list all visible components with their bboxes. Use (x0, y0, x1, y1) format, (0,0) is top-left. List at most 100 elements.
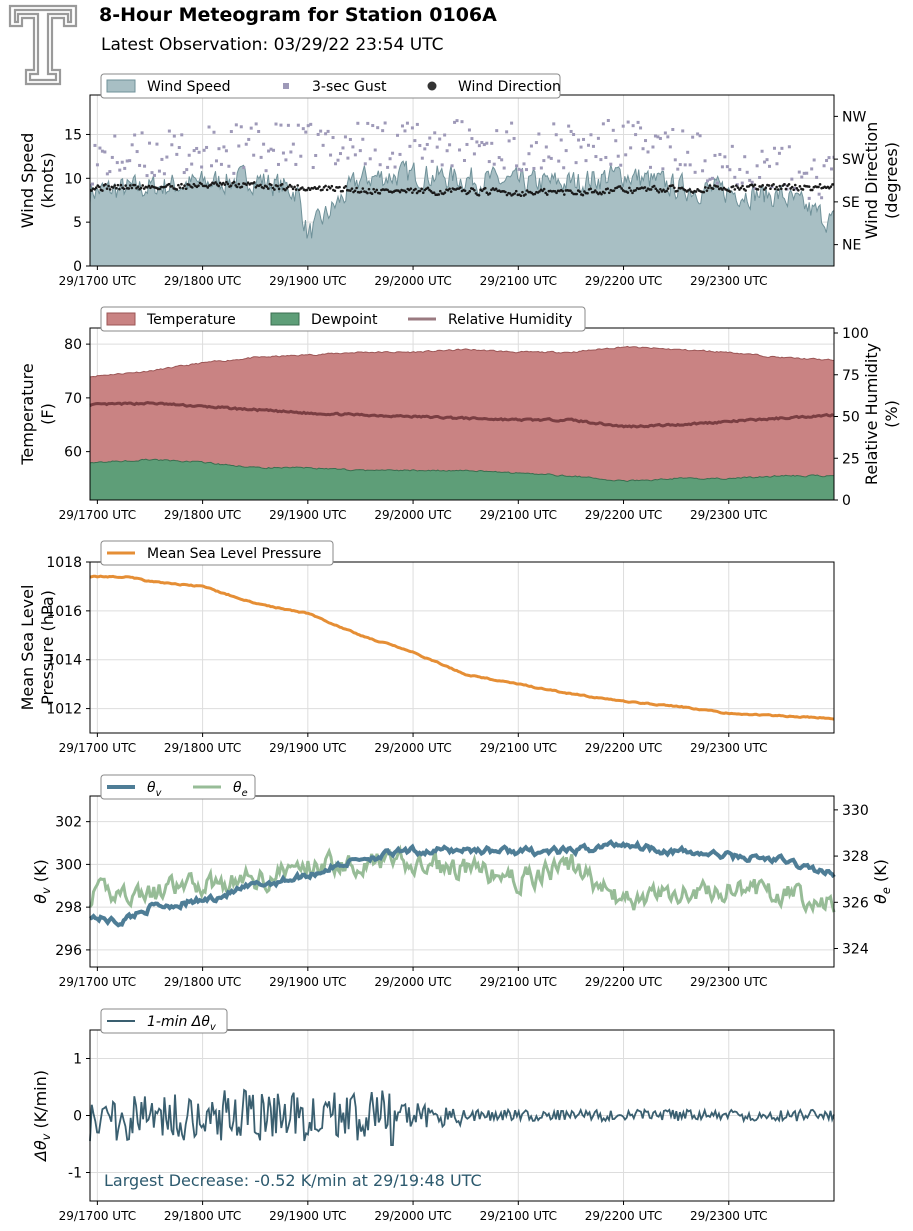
gust-point (477, 144, 481, 148)
legend-swatch (106, 312, 136, 326)
gust-point (433, 131, 437, 135)
wind-direction-point (773, 187, 777, 191)
gust-point (522, 162, 526, 166)
wind-direction-point (325, 188, 329, 192)
gust-point (393, 165, 397, 169)
gust-point (817, 192, 821, 196)
gust-point (326, 129, 330, 133)
y-tick-label: 1012 (46, 702, 82, 718)
gust-point (93, 143, 97, 147)
wind-direction-point (192, 182, 196, 186)
gust-point (430, 159, 434, 163)
gust-point (200, 165, 204, 169)
gust-point (740, 181, 744, 185)
wind-direction-point (555, 191, 558, 195)
wind-direction-point (525, 189, 529, 192)
gust-point (450, 164, 454, 168)
gust-point (338, 152, 342, 156)
gust-point (512, 136, 516, 140)
gust-point (800, 175, 804, 179)
gust-point (688, 163, 692, 167)
y2-tick-label: 100 (842, 326, 869, 342)
gust-point (621, 124, 625, 128)
gust-point (343, 135, 347, 139)
x-tick-label: 29/1800 UTC (164, 975, 241, 989)
y-tick-label: 1 (73, 1052, 82, 1068)
gust-point (698, 134, 702, 138)
gust-point (696, 132, 700, 136)
wind-direction-point (183, 184, 186, 188)
wind-direction-point (764, 186, 768, 190)
wind-marks (90, 118, 834, 266)
y2-tick-label: SE (842, 195, 860, 211)
gust-point (715, 181, 719, 185)
x-tick-label: 29/1700 UTC (59, 274, 136, 288)
gust-point (386, 165, 390, 169)
wind-direction-point (420, 187, 424, 191)
wind-direction-point (170, 184, 174, 188)
y-tick-label: 300 (55, 857, 82, 873)
wind-direction-point (575, 192, 578, 196)
wind-direction-point (287, 185, 290, 189)
gust-point (594, 155, 598, 159)
wind-direction-point (798, 185, 802, 188)
wind-direction-point (477, 194, 481, 197)
panel-theta: 29/1700 UTC 29/1800 UTC 29/1900 UTC 29/2000… (31, 774, 893, 989)
gust-point (202, 148, 206, 152)
gust-point (490, 141, 494, 145)
wind-direction-point (307, 186, 310, 190)
wind-direction-point (366, 191, 369, 195)
gust-point (510, 121, 514, 125)
wind-direction-point (705, 189, 709, 192)
y-axis-label: Mean Sea Level (18, 585, 37, 711)
wind-direction-point (583, 190, 586, 193)
gust-point (616, 154, 620, 158)
legend: Mean Sea Level Pressure (100, 540, 334, 566)
y-axis-label: (knots) (38, 152, 57, 208)
gust-point (653, 134, 657, 138)
y-tick-label: 5 (73, 215, 82, 231)
wind-direction-point (544, 191, 547, 195)
wind-direction-point (586, 191, 589, 195)
wind-direction-point (463, 189, 467, 193)
gust-point (753, 186, 757, 190)
largest-decrease-annotation: Largest Decrease: -0.52 K/min at 29/19:4… (104, 1171, 482, 1190)
gust-point (502, 166, 506, 170)
panel-wind: 29/1700 UTC 29/1800 UTC 29/1900 UTC 29/2000… (18, 73, 901, 288)
y2-tick-label: 326 (842, 895, 869, 911)
wind-direction-point (167, 182, 171, 186)
legend-label: Relative Humidity (448, 312, 572, 328)
wind-direction-point (589, 187, 592, 191)
wind-direction-point (355, 186, 358, 190)
wind-direction-point (626, 191, 630, 194)
gust-point (567, 124, 571, 128)
wind-direction-point (225, 180, 228, 184)
gust-point (90, 182, 94, 186)
wind-direction-point (341, 189, 344, 193)
gust-point (482, 143, 486, 147)
gust-point (626, 120, 630, 124)
y2-tick-label: 0 (842, 493, 851, 509)
gust-point (381, 129, 385, 133)
wind-direction-point (421, 191, 425, 195)
gust-point (443, 133, 447, 137)
wind-direction-point (214, 181, 217, 184)
panel-dtheta: Largest Decrease: -0.52 K/min at 29/19:4… (31, 1008, 835, 1223)
wind-direction-point (657, 190, 661, 194)
y-tick-label: -1 (68, 1166, 82, 1182)
gust-point (334, 162, 338, 166)
gust-point (113, 134, 117, 138)
gust-point (797, 170, 801, 174)
legend-label: Mean Sea Level Pressure (147, 546, 321, 562)
gust-point (358, 149, 362, 153)
wind-direction-point (688, 188, 692, 191)
wind-direction-point (790, 185, 794, 189)
wind-direction-point (449, 190, 453, 193)
gust-point (787, 145, 791, 149)
gust-point (596, 136, 600, 140)
wind-direction-point (367, 187, 371, 191)
gust-point (810, 167, 814, 171)
x-tick-label: 29/2200 UTC (585, 975, 662, 989)
gust-point (435, 145, 439, 149)
y-tick-label: 60 (64, 445, 82, 461)
